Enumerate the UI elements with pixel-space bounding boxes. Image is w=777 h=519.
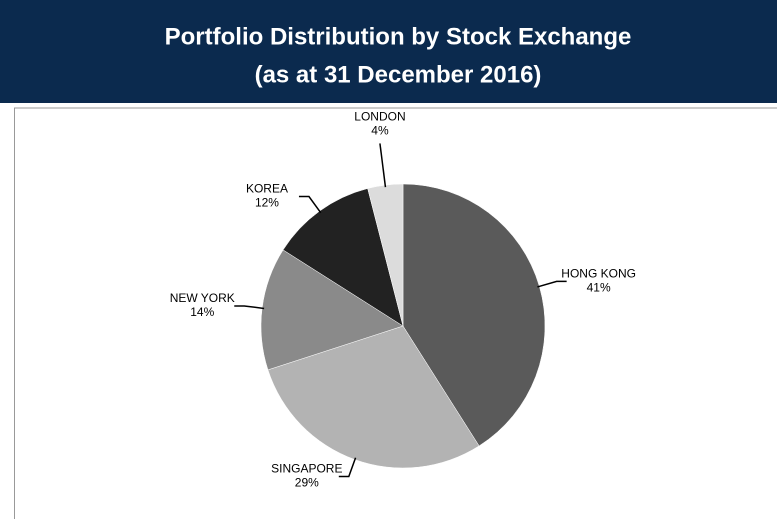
leader-line <box>338 457 357 478</box>
header-band <box>0 0 777 103</box>
slice-label: NEW YORK <box>170 291 235 305</box>
slice-label: LONDON <box>354 110 405 124</box>
leader-line <box>379 143 387 188</box>
leader-line <box>537 280 567 288</box>
leader-line <box>234 305 265 310</box>
slice-value-label: 41% <box>587 281 611 295</box>
slice-label: HONG KONG <box>561 267 636 281</box>
slice-value-label: 14% <box>190 305 214 319</box>
slice-value-label: 29% <box>295 476 319 490</box>
chart-title: Portfolio Distribution by Stock Exchange <box>165 23 632 50</box>
leader-line <box>298 195 322 214</box>
slice-label: KOREA <box>246 182 288 196</box>
slice-value-label: 4% <box>371 124 389 138</box>
slice-label: SINGAPORE <box>271 462 342 476</box>
chart-subtitle: (as at 31 December 2016) <box>255 61 542 88</box>
slice-value-label: 12% <box>255 196 279 210</box>
